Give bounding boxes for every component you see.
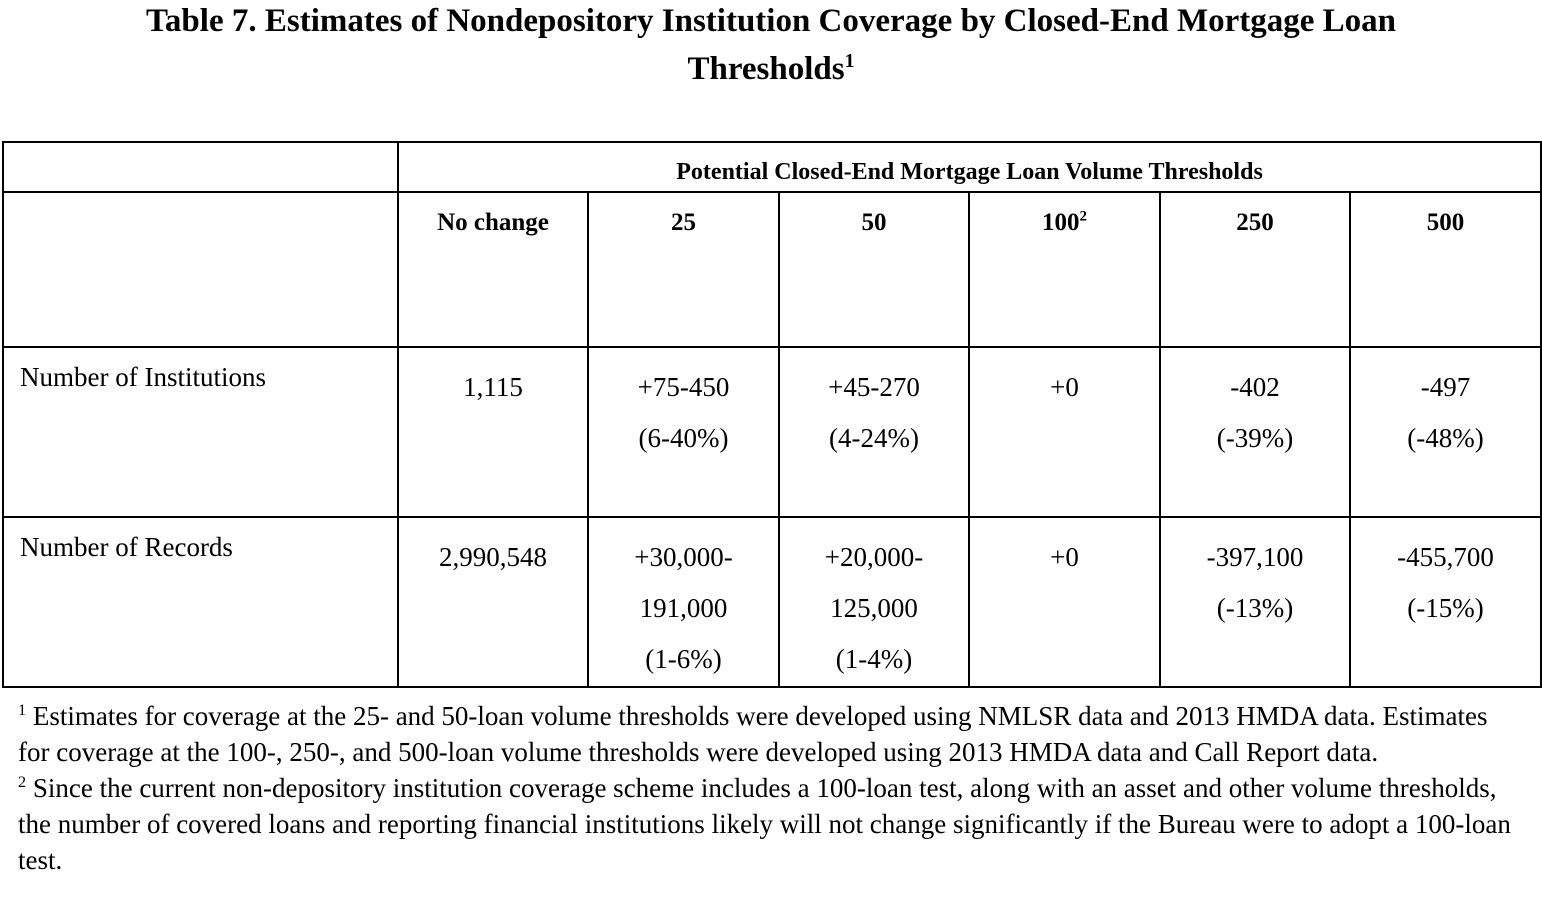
column-header-label: 500 bbox=[1426, 209, 1465, 236]
footnotes: 1 Estimates for coverage at the 25- and … bbox=[18, 698, 1518, 878]
column-header-label: 250 bbox=[1236, 209, 1274, 236]
table-cell: -455,700 (-15%) bbox=[1348, 516, 1542, 688]
column-header-label: No change bbox=[437, 209, 549, 236]
cell-line: 191,000 bbox=[639, 593, 728, 623]
cell-line: 125,000 bbox=[830, 593, 918, 623]
empty-header-cell bbox=[2, 141, 399, 193]
table-cell: 2,990,548 bbox=[397, 516, 589, 688]
cell-line: (6-40%) bbox=[638, 423, 729, 453]
group-header: Potential Closed-End Mortgage Loan Volum… bbox=[396, 141, 1542, 193]
title-line-2-text: Thresholds bbox=[687, 51, 845, 87]
footnote-2-text: Since the current non-depository institu… bbox=[18, 773, 1511, 875]
table-cell: -402 (-39%) bbox=[1159, 346, 1351, 518]
table-cell: +0 bbox=[968, 346, 1161, 518]
column-header-label: 25 bbox=[671, 209, 696, 236]
group-header-row: Potential Closed-End Mortgage Loan Volum… bbox=[2, 141, 1542, 193]
column-header: 50 bbox=[778, 191, 970, 348]
footnote-1: 1 Estimates for coverage at the 25- and … bbox=[18, 698, 1518, 770]
title-footnote-marker: 1 bbox=[844, 50, 855, 72]
table-cell: 1,115 bbox=[397, 346, 589, 518]
cell-line: 1,115 bbox=[463, 372, 523, 402]
cell-line: +0 bbox=[1050, 542, 1079, 572]
cell-line: -497 bbox=[1420, 372, 1471, 402]
column-footnote-marker: 2 bbox=[1079, 208, 1088, 225]
cell-line: +20,000- bbox=[824, 542, 924, 572]
footnote-2-marker: 2 bbox=[18, 773, 27, 791]
column-header: 250 bbox=[1159, 191, 1351, 348]
cell-line: -402 bbox=[1230, 372, 1280, 402]
cell-line: (-13%) bbox=[1216, 593, 1294, 623]
cell-line: (1-6%) bbox=[645, 644, 722, 674]
cell-line: (4-24%) bbox=[829, 423, 919, 453]
cell-line: (-48%) bbox=[1407, 423, 1484, 453]
table-cell: +0 bbox=[968, 516, 1161, 688]
title-line-1: Table 7. Estimates of Nondepository Inst… bbox=[145, 3, 1397, 39]
column-header: 25 bbox=[587, 191, 780, 348]
cell-line: -455,700 bbox=[1397, 542, 1494, 572]
column-header-row: No change 25 50 1002 250 500 bbox=[2, 191, 1542, 348]
table-cell: -397,100 (-13%) bbox=[1159, 516, 1351, 688]
column-header-label: 50 bbox=[861, 209, 887, 236]
cell-line: (-15%) bbox=[1407, 593, 1484, 623]
column-header-label: 100 bbox=[1042, 209, 1080, 236]
cell-line: +45-270 bbox=[828, 372, 920, 402]
cell-line: (1-4%) bbox=[835, 644, 913, 674]
table-cell: +20,000- 125,000 (1-4%) bbox=[778, 516, 970, 688]
table-cell: +30,000- 191,000 (1-6%) bbox=[587, 516, 780, 688]
column-header: 1002 bbox=[968, 191, 1161, 348]
cell-line: +0 bbox=[1050, 372, 1079, 402]
table-cell: +75-450 (6-40%) bbox=[587, 346, 780, 518]
cell-line: 2,990,548 bbox=[439, 542, 547, 572]
column-header: 500 bbox=[1348, 191, 1542, 348]
cell-line: (-39%) bbox=[1216, 423, 1294, 453]
cell-line: +30,000- bbox=[634, 542, 733, 572]
table-cell: -497 (-48%) bbox=[1348, 346, 1542, 518]
cell-line: -397,100 bbox=[1206, 542, 1304, 572]
table-row: Number of Institutions 1,115 +75-450 (6-4… bbox=[2, 346, 1542, 518]
table-row: Number of Records 2,990,548 +30,000- 191,… bbox=[2, 516, 1542, 688]
row-label: Number of Records bbox=[2, 516, 399, 688]
empty-column-header-cell bbox=[2, 191, 399, 348]
title-line-2: Thresholds1 bbox=[0, 45, 1542, 93]
column-header: No change bbox=[397, 191, 589, 348]
row-label: Number of Institutions bbox=[2, 346, 399, 518]
footnote-2: 2 Since the current non-depository insti… bbox=[18, 770, 1518, 878]
cell-line: +75-450 bbox=[637, 372, 730, 402]
footnote-1-text: Estimates for coverage at the 25- and 50… bbox=[18, 701, 1488, 767]
footnote-1-marker: 1 bbox=[18, 701, 27, 719]
coverage-table: Potential Closed-End Mortgage Loan Volum… bbox=[2, 141, 1542, 688]
table-cell: +45-270 (4-24%) bbox=[778, 346, 970, 518]
